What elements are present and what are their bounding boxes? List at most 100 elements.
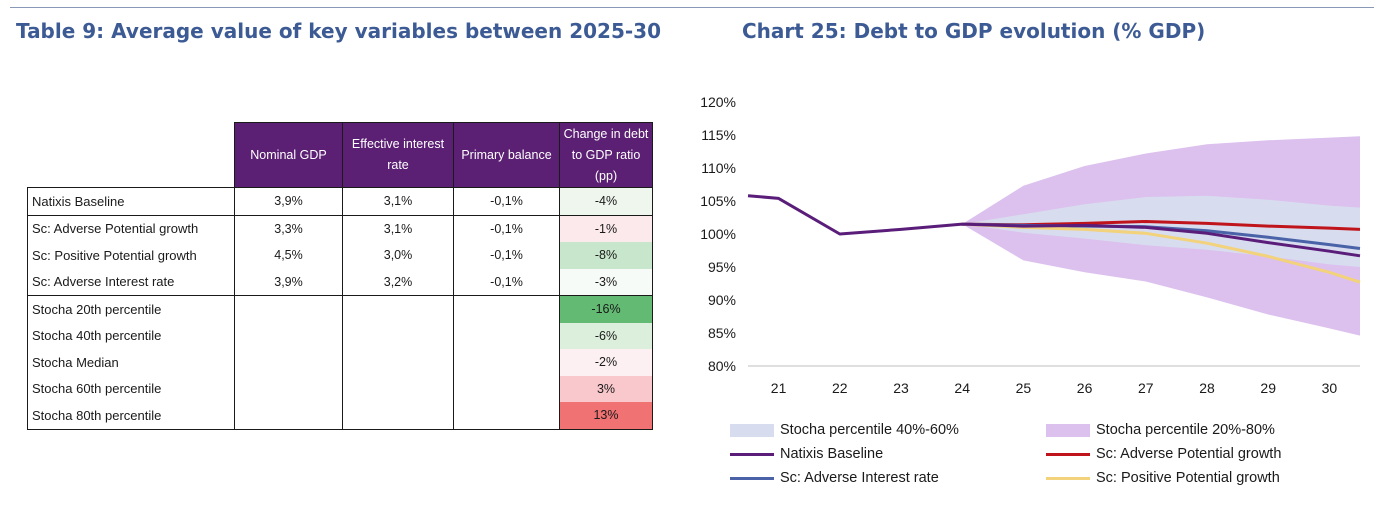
table-row: Stocha 20th percentile -16% (27, 295, 653, 323)
table-cell-primary (453, 349, 560, 376)
x-tick-label: 29 (1260, 380, 1276, 396)
table-cell-gdp (234, 402, 343, 430)
table-cell-rate (342, 402, 454, 430)
top-divider (10, 7, 1374, 8)
legend-item: Sc: Adverse Potential growth (1046, 446, 1281, 462)
table-row: Stocha 80th percentile 13% (27, 402, 653, 430)
table-cell-change: -4% (559, 187, 653, 215)
table-cell-gdp: 3,9% (234, 268, 343, 296)
table-row: Stocha 40th percentile -6% (27, 322, 653, 349)
legend-label: Sc: Positive Potential growth (1096, 470, 1280, 486)
table-cell-label: Stocha 20th percentile (27, 295, 235, 323)
table-cell-change: -8% (559, 242, 653, 269)
legend-label: Sc: Adverse Interest rate (780, 470, 939, 486)
y-tick-label: 105% (700, 193, 736, 209)
table-cell-label: Stocha 60th percentile (27, 375, 235, 402)
table-cell-primary: -0,1% (453, 242, 560, 269)
table-cell-rate: 3,0% (342, 242, 454, 269)
y-tick-label: 115% (701, 127, 736, 143)
y-tick-label: 120% (700, 94, 736, 110)
header-nominal-gdp: Nominal GDP (234, 122, 343, 188)
table-cell-change: -3% (559, 268, 653, 296)
table-cell-primary: -0,1% (453, 268, 560, 296)
legend-label: Stocha percentile 40%-60% (780, 422, 959, 438)
table-cell-primary (453, 295, 560, 323)
table-cell-change: 13% (559, 402, 653, 430)
table-cell-gdp: 4,5% (234, 242, 343, 269)
table-cell-primary (453, 375, 560, 402)
table-cell-rate: 3,2% (342, 268, 454, 296)
table-cell-rate: 3,1% (342, 187, 454, 215)
table-row: Sc: Positive Potential growth 4,5% 3,0% -0,… (27, 242, 653, 269)
table-cell-change: -16% (559, 295, 653, 323)
legend-swatch (1046, 476, 1090, 480)
legend-label: Natixis Baseline (780, 446, 884, 462)
debt-to-gdp-chart: 80%85%90%95%100%105%110%115%120% 21 22 23 2… (700, 94, 1361, 396)
table-cell-change: -6% (559, 322, 653, 349)
series-line-sc-positive-potential-growth (962, 222, 1361, 284)
chart-title: Chart 25: Debt to GDP evolution (% GDP) (742, 19, 1206, 43)
legend-item: Stocha percentile 40%-60% (730, 422, 959, 438)
legend-label: Sc: Adverse Potential growth (1096, 446, 1282, 462)
legend-swatch (1046, 423, 1090, 437)
legend-item: Sc: Adverse Interest rate (730, 470, 939, 486)
y-tick-label: 110% (701, 160, 736, 176)
table-cell-label: Stocha 40th percentile (27, 322, 235, 349)
x-tick-label: 25 (1016, 380, 1032, 396)
table-row: Sc: Adverse Potential growth 3,3% 3,1% -0,1… (27, 214, 653, 242)
table-row: Stocha 60th percentile 3% (27, 375, 653, 402)
x-tick-label: 27 (1138, 380, 1154, 396)
table-cell-primary: -0,1% (453, 214, 560, 242)
table-cell-gdp (234, 375, 343, 402)
table-cell-label: Stocha 80th percentile (27, 402, 235, 430)
header-blank-cell (27, 122, 235, 188)
series-line-natixis-baseline (747, 194, 1361, 258)
x-axis-ticks: 21 22 23 24 25 26 27 28 29 30 (771, 380, 1338, 396)
table-cell-primary (453, 402, 560, 430)
y-axis-ticks: 80% 85% 90% 95% 100% 105% 110% 115% 120% (700, 94, 736, 374)
table-title: Table 9: Average value of key variables … (16, 19, 661, 43)
key-variables-table: Nominal GDP Effective interest rate Prim… (27, 122, 653, 430)
table-cell-change: 3% (559, 375, 653, 402)
table-row: Stocha Median -2% (27, 349, 653, 376)
table-cell-rate (342, 295, 454, 323)
y-tick-label: 95% (708, 259, 736, 275)
y-tick-label: 100% (700, 226, 736, 242)
table-cell-label: Sc: Positive Potential growth (27, 242, 235, 269)
table-cell-gdp: 3,3% (234, 214, 343, 242)
table-cell-rate: 3,1% (342, 214, 454, 242)
header-change-debt-ratio: Change in debt to GDP ratio (pp) (559, 122, 653, 188)
x-tick-label: 28 (1199, 380, 1215, 396)
x-tick-label: 26 (1077, 380, 1093, 396)
table-cell-label: Stocha Median (27, 349, 235, 376)
chart-legend: Stocha percentile 40%-60% Stocha percenti… (730, 420, 1380, 500)
table-header-row: Nominal GDP Effective interest rate Prim… (27, 122, 653, 188)
legend-swatch (730, 452, 774, 456)
table-cell-rate (342, 375, 454, 402)
x-tick-label: 24 (954, 380, 970, 396)
table-body: Natixis Baseline 3,9% 3,1% -0,1% -4% Sc: Adve… (27, 187, 653, 430)
table-cell-label: Sc: Adverse Potential growth (27, 214, 235, 242)
legend-label: Stocha percentile 20%-80% (1096, 422, 1275, 438)
table-row: Natixis Baseline 3,9% 3,1% -0,1% -4% (27, 187, 653, 215)
table-cell-label: Natixis Baseline (27, 187, 235, 215)
table-row: Sc: Adverse Interest rate 3,9% 3,2% -0,1% -3… (27, 268, 653, 296)
table-cell-rate (342, 349, 454, 376)
legend-item: Stocha percentile 20%-80% (1046, 422, 1275, 438)
legend-swatch (1046, 452, 1090, 456)
y-tick-label: 80% (708, 358, 736, 374)
table-cell-change: -1% (559, 214, 653, 242)
legend-item: Natixis Baseline (730, 446, 883, 462)
table-cell-gdp (234, 349, 343, 376)
table-cell-primary (453, 322, 560, 349)
table-cell-gdp (234, 295, 343, 323)
band-percentile-40-60 (962, 195, 1360, 267)
y-tick-label: 85% (708, 325, 736, 341)
legend-swatch (730, 476, 774, 480)
header-primary-balance: Primary balance (453, 122, 560, 188)
legend-swatch (730, 423, 774, 437)
y-tick-label: 90% (708, 292, 736, 308)
legend-item: Sc: Positive Potential growth (1046, 470, 1280, 486)
x-tick-label: 21 (771, 380, 787, 396)
table-cell-change: -2% (559, 349, 653, 376)
